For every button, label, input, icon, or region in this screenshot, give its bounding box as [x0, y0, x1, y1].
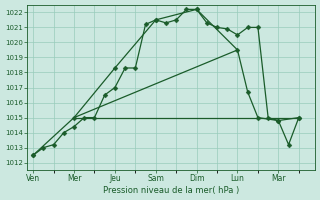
X-axis label: Pression niveau de la mer( hPa ): Pression niveau de la mer( hPa ) [103, 186, 239, 195]
